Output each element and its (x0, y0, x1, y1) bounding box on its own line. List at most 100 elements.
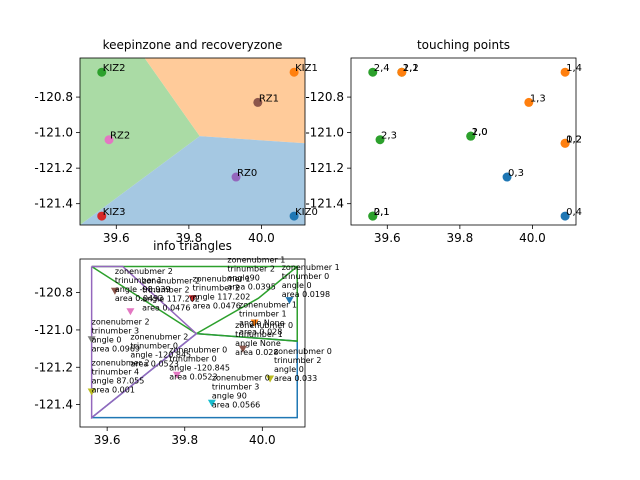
info-annotation-line: angle 0 (282, 281, 312, 290)
point-label: 2,4 (374, 63, 390, 74)
point-0-1 (368, 211, 378, 221)
point-label: 0,4 (566, 207, 582, 218)
info-annotation-line: angle 117.202 (193, 292, 251, 301)
y-tick-label: -121.0 (305, 126, 344, 140)
triangle-marker-8 (87, 388, 96, 396)
triangle-marker-2 (126, 308, 135, 316)
point-0-2 (560, 138, 570, 148)
info-annotation-line: angle -98.939 (115, 285, 171, 294)
point-RZ0 (231, 172, 241, 182)
keepinzone-chart: KIZ2 KIZ1 RZ1 RZ2 RZ0 KIZ3 KIZ0 39.6 39.8 40.0 -12… (34, 38, 318, 245)
info-annotation-line: area 0.0566 (212, 400, 260, 409)
point-KIZ3 (97, 211, 107, 221)
y-tick-label: -121.4 (34, 197, 73, 211)
triangle-marker-3 (87, 336, 96, 344)
point-0-4 (560, 211, 570, 221)
point-KIZ0 (289, 211, 299, 221)
info-annotation-line: zonenubmer 2 (92, 358, 150, 367)
zone-region-1 (144, 58, 305, 144)
info-annotation-line: zonenubmer 2 (115, 267, 173, 276)
x-tick-label: 39.6 (94, 433, 121, 447)
point-KIZ1 (289, 67, 299, 77)
point-1-3 (524, 97, 534, 107)
y-tick-label: -120.8 (305, 90, 344, 104)
info-annotation-line: zonenubmer 1 (239, 301, 297, 310)
plot-area (368, 67, 570, 221)
info-annotation-line: angle 87.055 (92, 376, 145, 385)
y-tick-label: -121.2 (305, 161, 344, 175)
info-annotation-line: trinumber 0 (130, 341, 178, 350)
point-label: 1,0 (472, 127, 488, 138)
triangle-marker-10 (207, 399, 216, 407)
point-label: 2,3 (381, 131, 397, 142)
y-tick-label: -121.2 (34, 161, 73, 175)
x-tick-label: 39.8 (171, 433, 198, 447)
info-annotation-line: trinumber 0 (282, 272, 330, 281)
triangle-marker-1 (188, 295, 197, 303)
info-annotation-line: trinumber 3 (212, 382, 260, 391)
y-tick-label: -120.8 (34, 90, 73, 104)
info-annotation-line: trinumber 2 (142, 285, 190, 294)
triangle-marker-0 (110, 287, 119, 295)
point-label: RZ0 (237, 168, 257, 179)
y-tick-label: -121.4 (34, 398, 73, 412)
y-tick-label: -121.0 (34, 126, 73, 140)
triangle-marker-9 (266, 375, 275, 383)
x-tick-label: 39.8 (176, 231, 203, 245)
y-tick-label: -121.0 (34, 323, 73, 337)
info-annotation-line: zonenubmer 0 (235, 321, 293, 330)
axes-frame (79, 258, 306, 428)
info-annotation-line: zonenubmer 0 (274, 347, 332, 356)
info-annotation-line: trinumber 2 (227, 265, 275, 274)
x-tick-label: 39.8 (447, 231, 474, 245)
point-label: 0,3 (508, 168, 524, 179)
triangle-marker-5 (250, 319, 259, 327)
info-annotation-line: angle 0 (274, 365, 304, 374)
point-label: 1,4 (566, 63, 582, 74)
x-tick-label: 39.6 (103, 231, 130, 245)
point-0-3 (502, 172, 512, 182)
point-2-3 (375, 135, 385, 145)
point-label: 1,2 (566, 134, 582, 145)
info-annotation-line: area 0.0476 (142, 303, 190, 312)
point-label: KIZ2 (103, 63, 126, 74)
info-annotation-line: area 0.028 (239, 328, 282, 337)
touching-points-chart: 2,4 2,21,1 1,4 1,3 2,3 2,01,0 1,20,2 0,3 2,10,1 0… (305, 38, 582, 245)
info-annotation-line: zonenubmer 2 (130, 332, 188, 341)
point-RZ1 (253, 97, 263, 107)
point-label: KIZ0 (295, 207, 318, 218)
info-annotation-line: zonenubmer 2 (92, 317, 150, 326)
info-annotation-line: area 0.0493 (115, 294, 163, 303)
point-2-4 (368, 67, 378, 77)
info-annotation-line: trinumber 4 (92, 367, 140, 376)
point-label: KIZ1 (295, 63, 318, 74)
info-annotation-line: trinumber 1 (115, 276, 163, 285)
point-label: KIZ3 (103, 207, 126, 218)
axes-frame (79, 57, 306, 226)
point-label: RZ2 (110, 131, 130, 142)
point-label: 0,1 (374, 207, 390, 218)
info-annotation-line: angle -120.845 (130, 350, 191, 359)
triangle-line-3 (90, 265, 198, 420)
info-annotation-line: angle None (239, 319, 285, 328)
point-RZ2 (104, 135, 114, 145)
info-annotation-line: area 0.033 (274, 374, 317, 383)
info-annotation-line: trinumber 1 (239, 310, 287, 319)
y-tick-label: -121.2 (34, 360, 73, 374)
info-annotation-line: area 0.028 (235, 348, 278, 357)
zone-region-2 (80, 136, 305, 225)
info-annotation-line: trinumber 2 (274, 356, 322, 365)
info-annotation-line: zonenubmer 1 (227, 256, 285, 265)
x-tick-label: 40.0 (249, 433, 276, 447)
info-annotation-line: angle -120.845 (169, 363, 230, 372)
x-tick-label: 40.0 (248, 231, 275, 245)
triangle-marker-7 (172, 371, 181, 379)
triangle-marker-6 (238, 345, 247, 353)
point-label: RZ1 (259, 93, 279, 104)
info-annotation-line: zonenubmer 0 (212, 373, 270, 382)
info-annotation-line: angle90 (227, 274, 259, 283)
chart-title: touching points (417, 38, 510, 52)
y-tick-label: -121.4 (305, 197, 344, 211)
